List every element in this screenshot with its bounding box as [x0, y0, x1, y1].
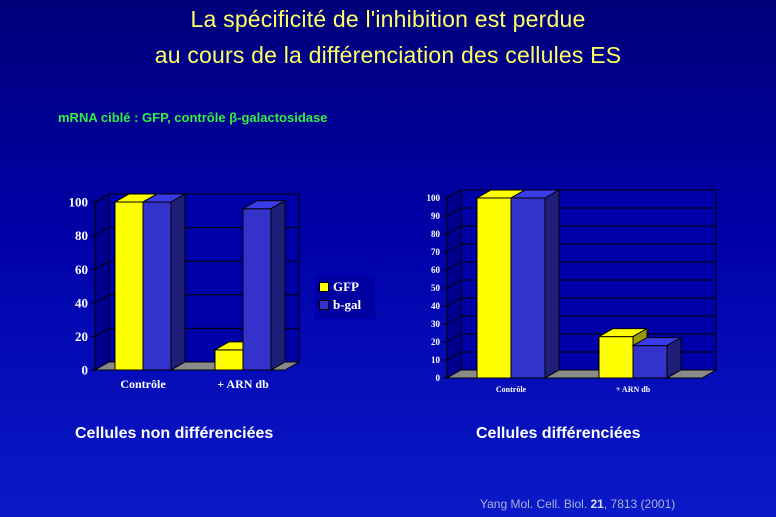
bar-bgal-0: [509, 189, 561, 379]
slide-title-line-1: La spécificité de l'inhibition est perdu…: [190, 6, 586, 32]
bar-side: [170, 193, 186, 371]
bar-side: [270, 199, 286, 371]
bar-front: [598, 336, 634, 379]
bar-front: [142, 201, 172, 371]
bar-chart-0: 0 20 40 60 80 100 Contrôle + ARN db: [69, 193, 301, 391]
y-tick-label: 40: [431, 301, 441, 311]
chart-left-caption: Cellules non différenciées: [75, 425, 274, 442]
y-tick-label: 80: [431, 229, 441, 239]
legend-item-gfp: GFP: [319, 279, 359, 295]
bar-front: [214, 349, 244, 371]
y-tick-label: 100: [427, 193, 441, 203]
y-tick-label: 0: [82, 363, 89, 378]
gridline: [446, 189, 716, 199]
y-tick-label: 30: [431, 319, 441, 329]
gridline: [446, 315, 716, 325]
x-category-label: + ARN db: [217, 377, 269, 391]
y-tick-label: 60: [75, 262, 88, 277]
legend-swatch-bgal: [319, 300, 329, 310]
legend-label-gfp: GFP: [333, 279, 359, 294]
source-suffix: , 7813 (2001): [603, 497, 676, 511]
y-tick-label: 100: [69, 195, 89, 210]
gridline: [446, 207, 716, 217]
bar-side: [666, 336, 682, 379]
gridline: [94, 260, 299, 270]
gridline: [94, 193, 299, 203]
slide-subtitle: mRNA ciblé : GFP, contrôle β-galactosida…: [58, 110, 328, 125]
x-category-label: Contrôle: [496, 385, 527, 394]
y-tick-label: 10: [431, 355, 441, 365]
gridline: [446, 279, 716, 289]
y-tick-label: 80: [75, 228, 88, 243]
legend-swatch-gfp: [319, 282, 329, 292]
x-category-label: + ARN db: [616, 385, 651, 394]
y-tick-label: 20: [75, 329, 88, 344]
bar-front: [476, 197, 512, 379]
gridline: [446, 297, 716, 307]
legend-label-bgal: b-gal: [333, 297, 362, 312]
bar-bgal-0: [141, 193, 187, 371]
gridline: [94, 294, 299, 304]
bar-chart-1: 0 10 20 30 40 50 60 70 80 90 100 Contrôle + ARN db: [427, 189, 718, 394]
chart-right-caption: Cellules différenciées: [476, 425, 641, 442]
y-tick-label: 0: [436, 373, 441, 383]
gridline: [446, 225, 716, 235]
y-tick-label: 90: [431, 211, 441, 221]
bar-front: [114, 201, 144, 371]
chart-legend: GFP b-gal: [314, 274, 376, 320]
y-tick-label: 60: [431, 265, 441, 275]
y-tick-label: 20: [431, 337, 441, 347]
source-prefix: Yang Mol. Cell. Biol.: [480, 497, 591, 511]
source-citation: Yang Mol. Cell. Biol. 21, 7813 (2001): [480, 497, 675, 511]
y-tick-label: 70: [431, 247, 441, 257]
gridline: [446, 243, 716, 253]
legend-item-bgal: b-gal: [319, 297, 361, 313]
bar-side: [544, 189, 560, 379]
source-volume: 21: [590, 497, 604, 511]
gridline: [94, 227, 299, 237]
gridline: [94, 327, 299, 337]
gridline: [446, 261, 716, 271]
bar-bgal-1: [241, 199, 287, 371]
y-tick-label: 50: [431, 283, 441, 293]
y-tick-label: 40: [75, 295, 88, 310]
bar-front: [632, 345, 668, 379]
bar-bgal-1: [631, 336, 683, 379]
bar-front: [510, 197, 546, 379]
slide-title-line-2: au cours de la différenciation des cellu…: [154, 42, 622, 68]
chart-side-wall: [94, 193, 110, 371]
bar-front: [242, 208, 272, 371]
x-category-label: Contrôle: [120, 377, 166, 391]
